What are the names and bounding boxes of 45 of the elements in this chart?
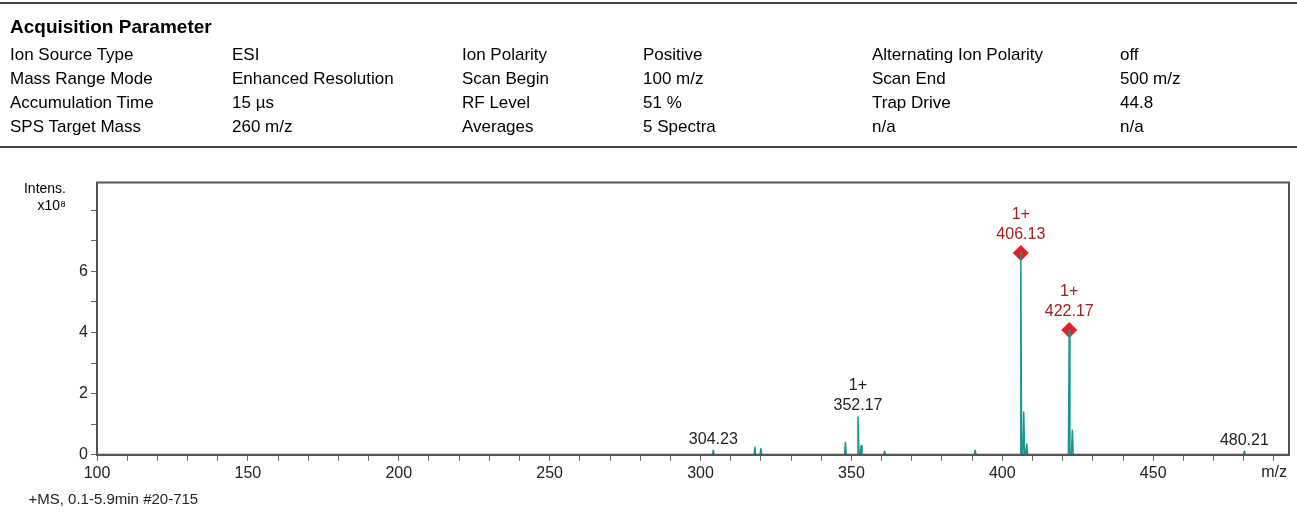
annotation: 480.21	[1219, 430, 1269, 448]
text: +MS, 0.1-5.9min #20-715	[28, 489, 199, 507]
text: Positive	[643, 44, 704, 66]
text: n/a	[1120, 116, 1145, 138]
annotation: 1+ 422.17	[1044, 282, 1094, 320]
text: Mass Range Mode	[10, 68, 154, 90]
text: Accumulation Time	[10, 92, 155, 114]
y-tick-label: 2	[79, 384, 89, 402]
text: Ion Polarity	[462, 44, 549, 66]
x-tick-label: 100	[83, 463, 111, 481]
text: Alternating Ion Polarity	[872, 44, 1045, 66]
x-tick-label: 400	[988, 463, 1016, 481]
text: Enhanced Resolution	[232, 68, 395, 90]
annotation: 304.23	[688, 429, 738, 447]
text: 260 m/z	[232, 116, 294, 138]
x-tick-label: 350	[838, 463, 865, 481]
text: 51 %	[643, 92, 683, 114]
chart-title: Acquisition Parameter	[10, 16, 212, 38]
text: 44.8	[1120, 92, 1155, 114]
y-tick-label: 0	[79, 445, 89, 463]
annotation: 1+ 406.13	[996, 205, 1046, 243]
text: Ion Source Type	[10, 44, 135, 66]
text: Scan End	[872, 68, 947, 90]
x-axis-title: m/z	[1261, 463, 1287, 481]
text: 5 Spectra	[643, 116, 717, 138]
text: Scan Begin	[462, 68, 550, 90]
text: 15 µs	[232, 92, 275, 114]
x-tick-label: 250	[536, 463, 564, 481]
annotation: 1+ 352.17	[833, 376, 883, 414]
text: off	[1120, 44, 1140, 66]
x-tick-label: 200	[385, 463, 413, 481]
y-tick-label: 4	[79, 322, 89, 340]
text: Averages	[462, 116, 535, 138]
text: 100 m/z	[643, 68, 705, 90]
y-tick-label: 6	[79, 261, 89, 279]
text: Trap Drive	[872, 92, 952, 114]
text: n/a	[872, 116, 897, 138]
text: SPS Target Mass	[10, 116, 143, 138]
text: RF Level	[462, 92, 532, 114]
x-tick-label: 450	[1139, 463, 1167, 481]
y-axis-title: Intens. x10⁸	[22, 180, 66, 214]
x-tick-label: 150	[234, 463, 262, 481]
text: ESI	[232, 44, 261, 66]
x-tick-label: 300	[687, 463, 714, 481]
text: 500 m/z	[1120, 68, 1182, 90]
